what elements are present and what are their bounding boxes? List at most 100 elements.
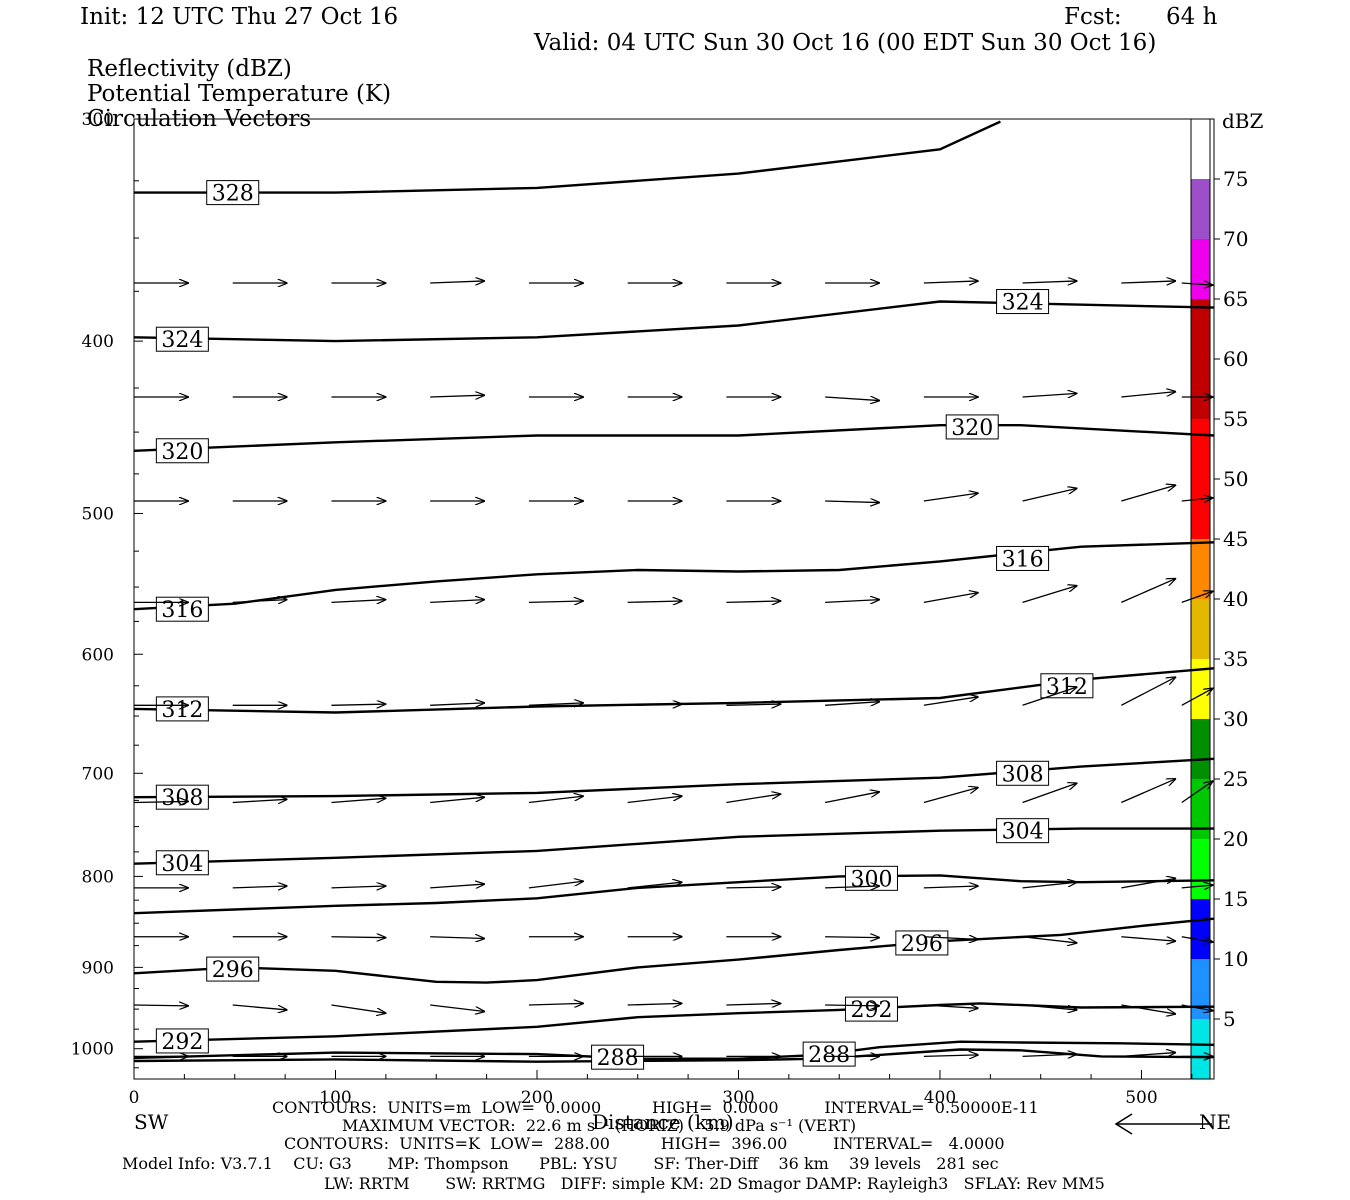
circulation-vector	[726, 704, 780, 705]
circulation-vector	[627, 704, 682, 705]
isentrope-300	[133, 874, 1215, 915]
circulation-vector	[1022, 393, 1077, 397]
init-time: Init: 12 UTC Thu 27 Oct 16	[80, 4, 399, 30]
y-tick-label: 600	[82, 645, 114, 665]
circulation-vector	[528, 703, 583, 705]
field-potential-temperature: Potential Temperature (K)	[87, 81, 392, 107]
circulation-vector	[1121, 936, 1175, 941]
circulation-vector	[726, 887, 780, 888]
footer-model-info: Model Info: V3.7.1 CU: G3 MP: Thompson P…	[122, 1154, 999, 1173]
circulation-vector	[1181, 591, 1213, 603]
isentrope-label-box	[996, 760, 1050, 786]
dbz-colorbar: 75 70 65 60 55 50 45 40 35 30 25 20 15 10 5	[1190, 119, 1248, 1079]
colorbar-segment	[1191, 359, 1210, 419]
colorbar-segment	[1191, 179, 1210, 239]
circulation-vector	[824, 792, 879, 804]
direction-ne: NE	[1199, 1110, 1231, 1134]
circulation-vectors	[133, 281, 1213, 1057]
x-tick-label: 500	[1125, 1088, 1157, 1108]
isentrope-label: 292	[850, 998, 892, 1023]
x-tick-label: 100	[319, 1088, 351, 1108]
isentrope-label: 304	[161, 852, 203, 877]
colorbar-segment	[1191, 419, 1210, 479]
isentrope-label-box	[591, 1044, 645, 1070]
circulation-vector	[726, 601, 780, 602]
isentrope-label: 328	[212, 182, 254, 207]
colorbar-segment	[1191, 239, 1210, 299]
footer-contours-m: CONTOURS: UNITS=m LOW= 0.0000 HIGH= 0.00…	[272, 1098, 1039, 1117]
circulation-vector	[528, 881, 583, 889]
colorbar-tick-label: 25	[1223, 767, 1248, 791]
isentrope-label-box	[155, 438, 209, 464]
x-tick-label: 200	[521, 1088, 553, 1108]
isentrope-label-box	[155, 326, 209, 352]
isentrope-label-box	[996, 818, 1050, 844]
colorbar-segment	[1191, 659, 1210, 719]
isentrope-label: 304	[1002, 820, 1044, 845]
plot-frame	[133, 118, 1215, 1080]
colorbar-tick-label: 40	[1223, 587, 1248, 611]
colorbar-segment	[1191, 479, 1210, 539]
colorbar-blank	[1191, 119, 1210, 179]
circulation-vector	[627, 882, 682, 889]
circulation-vector	[825, 937, 879, 938]
isentrope-316	[133, 541, 1215, 611]
footer-contours-k: CONTOURS: UNITS=K LOW= 288.00 HIGH= 396.…	[284, 1134, 1005, 1153]
colorbar-segment	[1191, 299, 1210, 359]
colorbar-tick-label: 75	[1223, 167, 1248, 191]
footer-max-vector: MAXIMUM VECTOR: 22.6 m s⁻¹ (HORIZ) 5.9 d…	[342, 1116, 857, 1135]
circulation-vector	[923, 281, 978, 283]
circulation-vector	[1022, 783, 1077, 804]
circulation-vector	[232, 600, 287, 603]
circulation-vector	[726, 1003, 780, 1005]
circulation-vector	[331, 937, 385, 938]
isentrope-308	[133, 757, 1215, 799]
circulation-vector	[331, 704, 385, 705]
direction-sw: SW	[134, 1110, 169, 1134]
circulation-vector	[331, 886, 385, 888]
isentrope-label: 324	[1002, 291, 1044, 316]
circulation-vector	[430, 797, 484, 804]
x-axis-label: Distance (km)	[592, 1110, 734, 1134]
circulation-vector	[1121, 392, 1175, 398]
x-tick-label: 0	[129, 1088, 140, 1108]
circulation-vector	[627, 1003, 682, 1005]
colorbar-tick-label: 35	[1223, 647, 1248, 671]
y-tick-label: 700	[82, 764, 114, 784]
circulation-vector	[1181, 781, 1213, 804]
circulation-vector	[528, 601, 583, 602]
circulation-vector	[1121, 579, 1175, 603]
colorbar-tick-label: 30	[1223, 707, 1248, 731]
colorbar-segment	[1191, 959, 1210, 1019]
circulation-vector	[923, 886, 978, 888]
circulation-vector	[1121, 779, 1175, 804]
isentrope-label-box	[945, 414, 999, 440]
circulation-vector	[923, 787, 978, 804]
y-tick-label: 900	[82, 958, 114, 978]
colorbar-segment	[1191, 1019, 1210, 1079]
colorbar-segment	[1191, 779, 1210, 839]
circulation-vector	[1121, 878, 1175, 889]
circulation-vector	[627, 796, 682, 804]
axes: 0 100 200 300 400 500 300 400 500 600 700 800 900 100…	[71, 110, 1193, 1108]
y-tick-label: 1000	[71, 1040, 114, 1060]
isentrope-label: 300	[850, 867, 892, 892]
circulation-vector	[232, 1004, 287, 1010]
circulation-vector	[1022, 586, 1077, 603]
circulation-vector	[1121, 281, 1175, 283]
colorbar-tick-label: 65	[1223, 287, 1248, 311]
circulation-vector	[430, 884, 484, 888]
isentrope-label-box	[206, 956, 260, 982]
colorbar-segment	[1191, 599, 1210, 659]
circulation-vector	[1022, 936, 1077, 943]
isentrope-label: 316	[1002, 547, 1044, 572]
circulation-vector	[1121, 1004, 1175, 1014]
circulation-vector	[1022, 281, 1077, 283]
isentrope-292	[133, 1002, 1215, 1043]
circulation-vector	[923, 493, 978, 502]
isentrope-label-box	[155, 850, 209, 876]
circulation-vector	[923, 1055, 978, 1057]
isentrope-label-box	[996, 545, 1050, 571]
circulation-vector	[923, 593, 978, 603]
